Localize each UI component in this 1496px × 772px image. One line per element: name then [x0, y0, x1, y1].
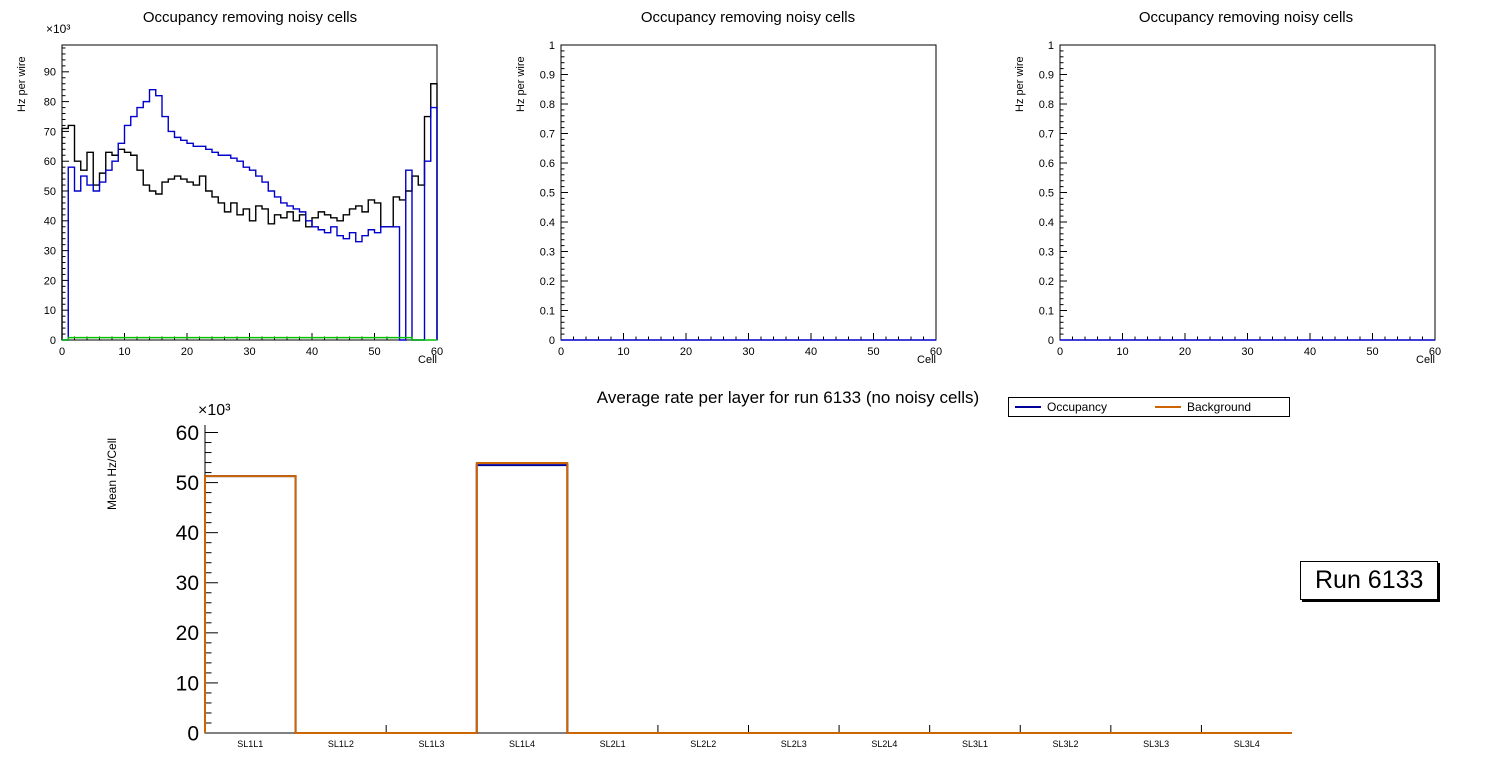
- svg-text:0.5: 0.5: [540, 187, 555, 199]
- svg-text:Hz per wire: Hz per wire: [16, 56, 28, 112]
- svg-text:0.9: 0.9: [540, 69, 555, 81]
- svg-text:0: 0: [1057, 346, 1063, 358]
- svg-text:30: 30: [176, 572, 199, 595]
- svg-text:30: 30: [243, 346, 255, 358]
- svg-text:SL2L2: SL2L2: [690, 739, 716, 749]
- svg-text:Mean Hz/Cell: Mean Hz/Cell: [105, 438, 119, 510]
- svg-text:0: 0: [549, 335, 555, 347]
- svg-text:Cell: Cell: [1416, 354, 1435, 366]
- occupancy-line-swatch: [1015, 406, 1041, 408]
- svg-text:0.6: 0.6: [540, 158, 555, 170]
- svg-text:10: 10: [1116, 346, 1128, 358]
- svg-text:20: 20: [44, 275, 56, 287]
- svg-text:40: 40: [176, 522, 199, 545]
- legend-entry-background: Background: [1149, 400, 1289, 414]
- svg-text:0.1: 0.1: [540, 305, 555, 317]
- svg-text:SL3L2: SL3L2: [1053, 739, 1079, 749]
- svg-text:Hz per wire: Hz per wire: [1014, 56, 1026, 112]
- svg-text:SL2L4: SL2L4: [871, 739, 897, 749]
- occupancy-chart-1: 0 10 20 30 40 50 60 70 80 90 0 10 20 30 40 50 60 Hz per w…: [16, 22, 443, 366]
- chart-title-occupancy-2: Occupancy removing noisy cells: [640, 9, 856, 26]
- svg-text:0: 0: [558, 346, 564, 358]
- svg-text:50: 50: [368, 346, 380, 358]
- svg-text:0.3: 0.3: [1039, 246, 1054, 258]
- svg-text:70: 70: [44, 126, 56, 138]
- svg-text:0.2: 0.2: [540, 276, 555, 288]
- svg-text:0.7: 0.7: [540, 128, 555, 140]
- svg-text:0.6: 0.6: [1039, 158, 1054, 170]
- svg-text:30: 30: [1241, 346, 1253, 358]
- svg-text:60: 60: [176, 422, 199, 445]
- svg-text:0: 0: [50, 335, 56, 347]
- svg-text:0: 0: [187, 722, 199, 745]
- legend: Occupancy Background: [1008, 397, 1290, 417]
- background-line-swatch: [1155, 406, 1181, 408]
- legend-label-background: Background: [1187, 400, 1252, 414]
- svg-text:80: 80: [44, 96, 56, 108]
- svg-text:SL2L3: SL2L3: [781, 739, 807, 749]
- svg-text:SL1L1: SL1L1: [237, 739, 263, 749]
- chart-title-occupancy-3: Occupancy removing noisy cells: [1138, 9, 1354, 26]
- svg-text:10: 10: [118, 346, 130, 358]
- svg-text:Hz per wire: Hz per wire: [515, 56, 527, 112]
- svg-text:0.2: 0.2: [1039, 276, 1054, 288]
- svg-text:0.3: 0.3: [540, 246, 555, 258]
- svg-text:0.8: 0.8: [1039, 99, 1054, 111]
- svg-text:20: 20: [176, 622, 199, 645]
- svg-text:10: 10: [176, 672, 199, 695]
- svg-text:0: 0: [1048, 335, 1054, 347]
- svg-text:×10³: ×10³: [198, 402, 231, 419]
- svg-text:0.4: 0.4: [1039, 217, 1054, 229]
- svg-text:40: 40: [805, 346, 817, 358]
- legend-label-occupancy: Occupancy: [1047, 400, 1108, 414]
- svg-text:90: 90: [44, 67, 56, 79]
- svg-text:60: 60: [930, 346, 942, 358]
- svg-text:0.7: 0.7: [1039, 128, 1054, 140]
- svg-text:SL3L4: SL3L4: [1234, 739, 1260, 749]
- svg-text:20: 20: [181, 346, 193, 358]
- svg-text:SL2L1: SL2L1: [600, 739, 626, 749]
- occupancy-chart-3: 00.10.20.30.40.50.60.70.80.910 10 20 30 40 50…: [1014, 40, 1441, 366]
- svg-text:SL1L2: SL1L2: [328, 739, 354, 749]
- svg-text:60: 60: [44, 156, 56, 168]
- legend-entry-occupancy: Occupancy: [1009, 400, 1149, 414]
- svg-text:SL3L1: SL3L1: [962, 739, 988, 749]
- svg-text:1: 1: [549, 40, 555, 52]
- svg-text:0.5: 0.5: [1039, 187, 1054, 199]
- chart-title-average-rate: Average rate per layer for run 6133 (no …: [596, 388, 980, 407]
- svg-text:60: 60: [1429, 346, 1441, 358]
- svg-text:SL3L3: SL3L3: [1143, 739, 1169, 749]
- svg-text:50: 50: [176, 472, 199, 495]
- svg-text:0.1: 0.1: [1039, 305, 1054, 317]
- svg-text:30: 30: [742, 346, 754, 358]
- svg-text:50: 50: [44, 186, 56, 198]
- average-rate-chart: 0 10 20 30 40 50 60 SL1L1 SL1L2 SL1L3 SL1L4 SL2L1 SL…: [105, 402, 1292, 749]
- svg-text:20: 20: [680, 346, 692, 358]
- svg-text:0: 0: [59, 346, 65, 358]
- svg-text:Cell: Cell: [418, 354, 437, 366]
- svg-text:40: 40: [44, 216, 56, 228]
- svg-text:10: 10: [617, 346, 629, 358]
- svg-text:40: 40: [306, 346, 318, 358]
- svg-text:20: 20: [1179, 346, 1191, 358]
- run-number-pave: Run 6133: [1300, 561, 1439, 600]
- svg-text:1: 1: [1048, 40, 1054, 52]
- svg-text:Cell: Cell: [917, 354, 936, 366]
- svg-text:0.4: 0.4: [540, 217, 555, 229]
- svg-text:30: 30: [44, 245, 56, 257]
- svg-text:50: 50: [1366, 346, 1378, 358]
- svg-text:10: 10: [44, 305, 56, 317]
- svg-text:×10³: ×10³: [46, 22, 70, 36]
- svg-text:50: 50: [867, 346, 879, 358]
- chart-title-occupancy-1: Occupancy removing noisy cells: [142, 9, 358, 26]
- occupancy-chart-2: 00.10.20.30.40.50.60.70.80.910 10 20 30 40 50…: [515, 40, 942, 366]
- svg-text:0.9: 0.9: [1039, 69, 1054, 81]
- svg-text:40: 40: [1304, 346, 1316, 358]
- svg-text:60: 60: [431, 346, 443, 358]
- svg-text:0.8: 0.8: [540, 99, 555, 111]
- svg-text:SL1L3: SL1L3: [418, 739, 444, 749]
- svg-text:SL1L4: SL1L4: [509, 739, 535, 749]
